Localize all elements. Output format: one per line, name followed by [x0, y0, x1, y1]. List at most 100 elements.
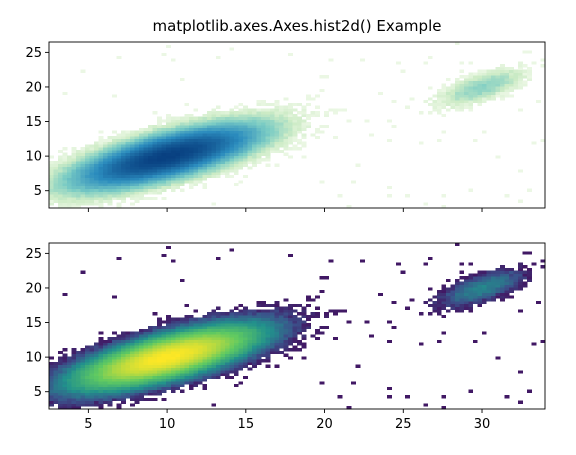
- heatmap-cell: [247, 312, 253, 316]
- heatmap-cell: [98, 406, 104, 410]
- heatmap-cell: [319, 125, 325, 129]
- heatmap-cell: [161, 378, 167, 382]
- heatmap-cell: [274, 141, 280, 145]
- heatmap-cell: [134, 149, 140, 154]
- heatmap-cell: [274, 339, 280, 343]
- heatmap-cell: [62, 348, 68, 352]
- heatmap-cell: [152, 375, 158, 379]
- heatmap-cell: [103, 370, 108, 374]
- heatmap-cell: [206, 158, 212, 162]
- heatmap-cell: [517, 86, 523, 90]
- heatmap-cell: [107, 149, 113, 154]
- heatmap-cell: [134, 177, 140, 181]
- heatmap-cell: [148, 125, 154, 129]
- heatmap-cell: [251, 122, 257, 126]
- heatmap-cell: [265, 108, 271, 112]
- heatmap-cell: [139, 194, 145, 198]
- heatmap-cell: [297, 119, 302, 123]
- heatmap-cell: [170, 125, 176, 129]
- heatmap-cell: [233, 337, 239, 341]
- heatmap-cell: [256, 326, 262, 330]
- heatmap-cell: [229, 130, 235, 134]
- heatmap-cell: [224, 111, 230, 115]
- heatmap-cell: [179, 155, 185, 159]
- heatmap-cell: [260, 345, 266, 349]
- heatmap-cell: [62, 185, 68, 189]
- heatmap-cell: [454, 89, 460, 93]
- heatmap-cell: [486, 72, 492, 76]
- heatmap-cell: [58, 158, 63, 162]
- heatmap-cell: [130, 373, 136, 377]
- heatmap-cell: [121, 350, 127, 355]
- heatmap-cell: [112, 356, 117, 360]
- heatmap-cell: [49, 163, 54, 167]
- heatmap-cell: [242, 152, 248, 156]
- heatmap-cell: [233, 138, 239, 142]
- heatmap-cell: [224, 113, 230, 118]
- heatmap-cell: [179, 350, 185, 355]
- heatmap-cell: [256, 100, 262, 104]
- heatmap-cell: [139, 350, 145, 355]
- heatmap-cell: [287, 320, 293, 324]
- heatmap-cell: [197, 133, 203, 137]
- heatmap-cell: [211, 152, 217, 156]
- heatmap-cell: [324, 113, 329, 118]
- heatmap-cell: [179, 163, 185, 167]
- heatmap-cell: [193, 125, 199, 129]
- heatmap-cell: [121, 339, 127, 343]
- heatmap-cell: [499, 284, 505, 288]
- heatmap-cell: [152, 125, 158, 129]
- heatmap-cell: [85, 166, 90, 170]
- heatmap-cell: [58, 361, 63, 366]
- heatmap-cell: [319, 331, 325, 335]
- heatmap-cell: [107, 147, 113, 151]
- heatmap-cell: [283, 147, 289, 151]
- heatmap-cell: [269, 323, 275, 327]
- heatmap-cell: [463, 100, 469, 104]
- heatmap-cell: [152, 155, 158, 159]
- heatmap-cell: [278, 130, 284, 134]
- heatmap-cell: [94, 147, 99, 151]
- heatmap-cell: [130, 172, 136, 176]
- heatmap-cell: [121, 149, 127, 154]
- heatmap-cell: [292, 122, 298, 126]
- heatmap-cell: [301, 125, 307, 129]
- heatmap-cell: [495, 287, 501, 291]
- heatmap-cell: [269, 125, 275, 129]
- heatmap-cell: [233, 136, 239, 140]
- heatmap-cell: [130, 136, 136, 140]
- heatmap-cell: [454, 309, 460, 313]
- heatmap-cell: [202, 348, 208, 352]
- heatmap-cell: [103, 356, 108, 360]
- heatmap-cell: [98, 389, 104, 393]
- heatmap-cell: [71, 147, 77, 151]
- heatmap-cell: [459, 89, 465, 93]
- heatmap-cell: [107, 199, 113, 203]
- heatmap-cell: [139, 196, 145, 201]
- heatmap-cell: [143, 155, 149, 159]
- heatmap-cell: [445, 303, 451, 307]
- heatmap-cell: [116, 147, 122, 151]
- heatmap-cell: [265, 149, 271, 154]
- heatmap-cell: [229, 111, 235, 115]
- heatmap-cell: [179, 342, 185, 346]
- heatmap-cell: [116, 194, 122, 198]
- bottom-axes-frame: [48, 242, 546, 410]
- heatmap-cell: [121, 364, 127, 368]
- heatmap-cell: [161, 370, 167, 374]
- heatmap-cell: [166, 364, 172, 368]
- heatmap-cell: [157, 375, 163, 379]
- heatmap-cell: [220, 312, 226, 316]
- heatmap-cell: [517, 80, 523, 84]
- heatmap-cell: [116, 386, 122, 390]
- heatmap-cell: [62, 166, 68, 170]
- heatmap-cell: [148, 174, 154, 178]
- heatmap-cell: [49, 194, 54, 198]
- heatmap-cell: [94, 177, 99, 181]
- heatmap-cell: [71, 375, 77, 379]
- heatmap-cell: [269, 111, 275, 115]
- heatmap-cell: [229, 160, 235, 165]
- heatmap-cell: [260, 116, 266, 120]
- heatmap-cell: [152, 356, 158, 360]
- heatmap-cell: [121, 361, 127, 366]
